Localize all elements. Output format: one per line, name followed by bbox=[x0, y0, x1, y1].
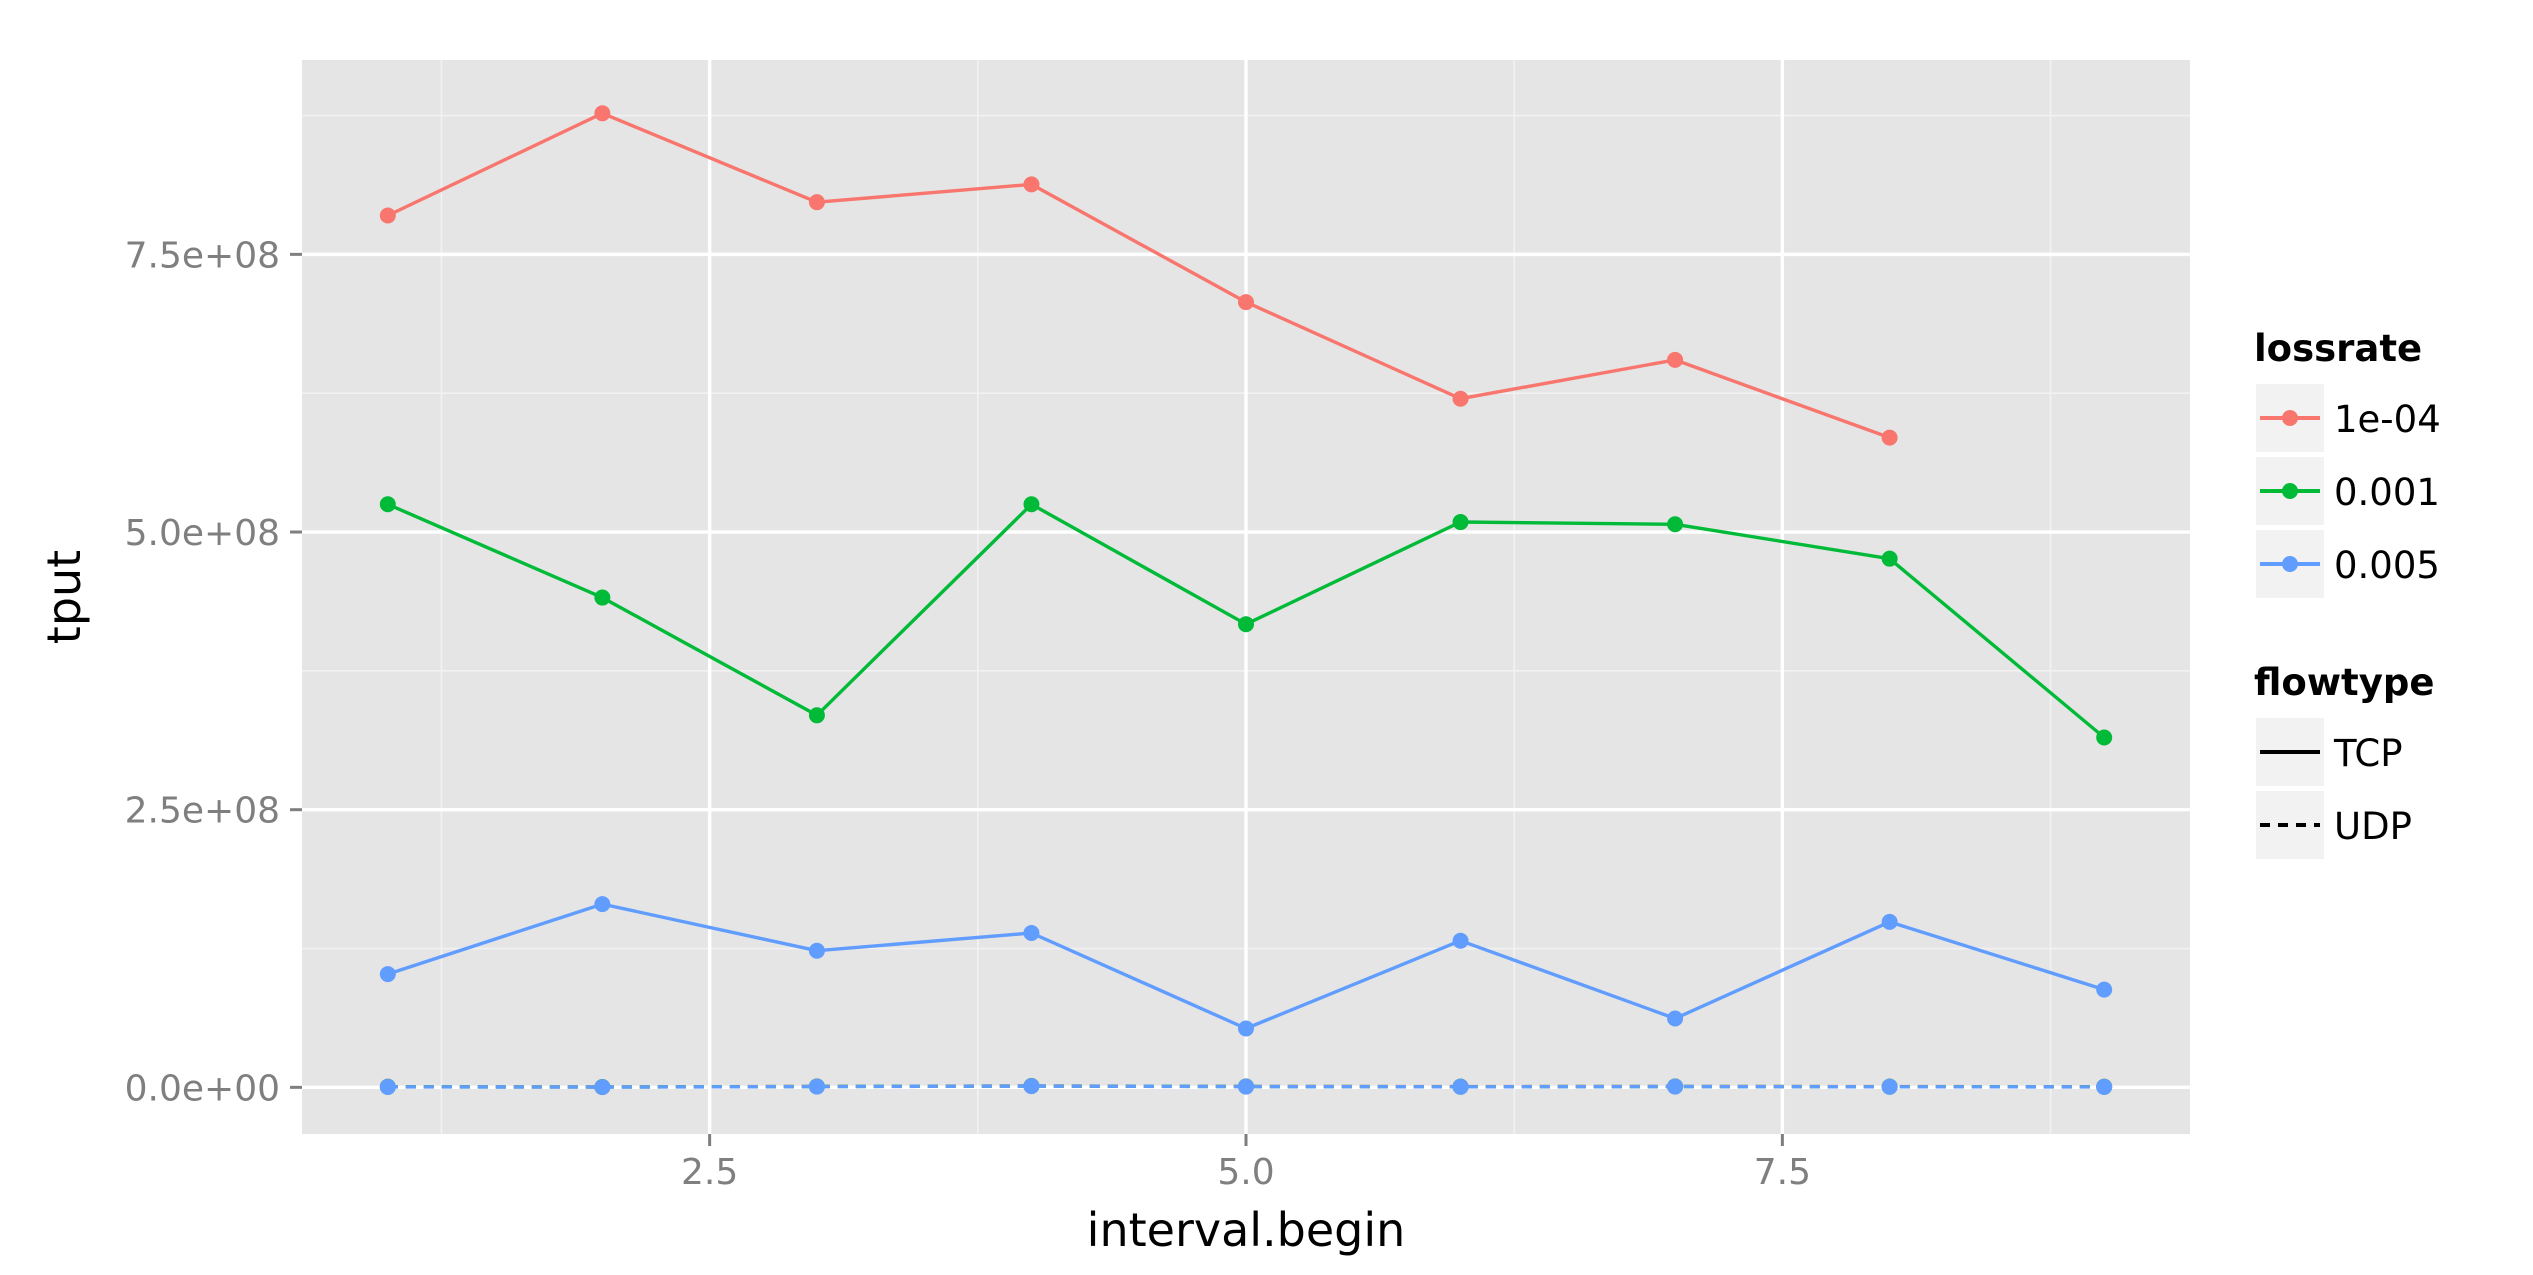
legend-title-flowtype: flowtype bbox=[2254, 661, 2434, 704]
legend-title-lossrate: lossrate bbox=[2254, 327, 2422, 370]
data-point-0.005-tcp bbox=[808, 942, 825, 959]
data-point-0.001-tcp bbox=[594, 589, 611, 606]
data-point-0.005-udp bbox=[1452, 1078, 1469, 1095]
legend-label-1e-04: 1e-04 bbox=[2334, 398, 2441, 441]
y-axis: 0.0e+00 2.5e+08 5.0e+08 7.5e+08 bbox=[125, 235, 302, 1109]
data-point-0.005-tcp bbox=[1023, 924, 1040, 941]
data-point-0.005-tcp bbox=[1667, 1010, 1684, 1027]
data-point-0.005-tcp bbox=[1238, 1020, 1254, 1037]
legend-point-0.005 bbox=[2282, 556, 2298, 572]
series-layer bbox=[379, 105, 2113, 1096]
data-point-0.005-udp bbox=[1667, 1078, 1684, 1095]
data-point-1e-04-tcp bbox=[1238, 294, 1254, 311]
data-point-0.005-udp bbox=[808, 1078, 825, 1095]
legend-label-udp: UDP bbox=[2334, 805, 2412, 848]
data-point-0.005-tcp bbox=[379, 966, 396, 983]
x-tick-label: 7.5 bbox=[1754, 1152, 1811, 1193]
data-point-1e-04-tcp bbox=[594, 105, 611, 122]
y-tick-label: 0.0e+00 bbox=[125, 1068, 280, 1109]
y-tick-label: 7.5e+08 bbox=[125, 235, 280, 276]
data-point-0.005-tcp bbox=[1452, 932, 1469, 949]
x-axis-title: interval.begin bbox=[1087, 1203, 1406, 1257]
data-point-0.005-tcp bbox=[1881, 913, 1898, 930]
data-point-0.001-tcp bbox=[379, 496, 396, 513]
data-point-0.005-tcp bbox=[2096, 981, 2113, 998]
data-point-0.001-tcp bbox=[2096, 729, 2113, 746]
legend: lossrate 1e-04 0.001 0.005 flowtype TCP bbox=[2254, 327, 2441, 859]
data-point-0.001-tcp bbox=[1238, 616, 1254, 633]
data-point-1e-04-tcp bbox=[1023, 176, 1040, 193]
x-tick-label: 5.0 bbox=[1217, 1152, 1274, 1193]
y-tick-label: 2.5e+08 bbox=[125, 791, 280, 832]
data-point-0.001-tcp bbox=[1023, 496, 1040, 513]
data-point-0.005-udp bbox=[379, 1078, 396, 1095]
data-point-0.005-udp bbox=[1881, 1078, 1898, 1095]
data-point-0.005-udp bbox=[1238, 1078, 1254, 1095]
series-line-0.005-udp bbox=[387, 1084, 2105, 1089]
data-point-0.001-tcp bbox=[1452, 514, 1469, 531]
data-point-0.005-tcp bbox=[594, 896, 611, 913]
legend-point-1e-04 bbox=[2282, 410, 2298, 426]
data-point-0.001-tcp bbox=[1881, 550, 1898, 567]
legend-item-1e-04: 1e-04 bbox=[2256, 384, 2441, 452]
legend-label-0.001: 0.001 bbox=[2334, 471, 2440, 514]
data-point-0.005-udp bbox=[2096, 1078, 2113, 1095]
major-gridlines bbox=[302, 60, 2190, 1134]
legend-label-tcp: TCP bbox=[2333, 732, 2403, 775]
data-point-1e-04-tcp bbox=[1881, 429, 1898, 446]
y-tick-label: 5.0e+08 bbox=[125, 513, 280, 554]
legend-point-0.001 bbox=[2282, 483, 2298, 499]
x-axis: 2.5 5.0 7.5 bbox=[681, 1134, 1811, 1193]
data-point-1e-04-tcp bbox=[379, 207, 396, 224]
data-point-0.001-tcp bbox=[808, 707, 825, 724]
y-axis-title: tput bbox=[37, 550, 91, 644]
data-point-1e-04-tcp bbox=[1667, 351, 1684, 368]
data-point-0.005-udp bbox=[1023, 1078, 1040, 1095]
series-line-1e-04-tcp bbox=[387, 111, 1891, 440]
x-tick-label: 2.5 bbox=[681, 1152, 738, 1193]
data-point-0.005-udp bbox=[594, 1079, 611, 1096]
legend-item-udp: UDP bbox=[2256, 791, 2412, 859]
legend-item-0.005: 0.005 bbox=[2256, 530, 2440, 598]
data-point-0.001-tcp bbox=[1667, 516, 1684, 533]
data-point-1e-04-tcp bbox=[1452, 390, 1469, 407]
legend-label-0.005: 0.005 bbox=[2334, 544, 2440, 587]
legend-item-tcp: TCP bbox=[2256, 718, 2403, 786]
data-point-1e-04-tcp bbox=[808, 194, 825, 211]
legend-item-0.001: 0.001 bbox=[2256, 457, 2440, 525]
